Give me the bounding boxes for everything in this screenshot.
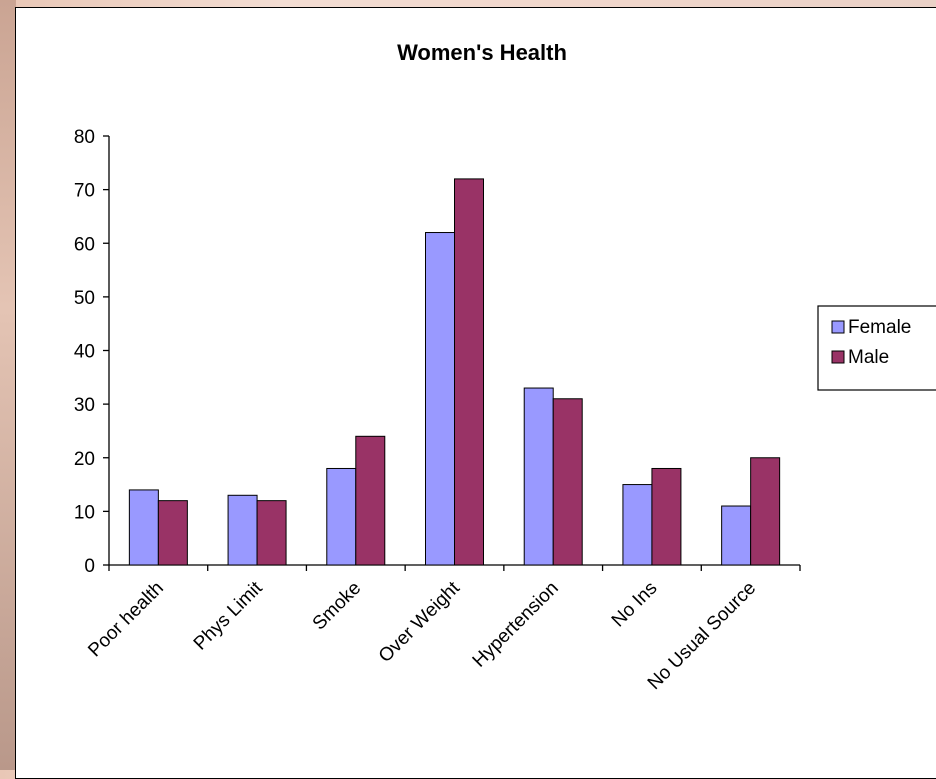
y-tick-label: 70: [74, 181, 95, 202]
y-tick-label: 60: [74, 234, 95, 255]
chart-title: Women's Health: [397, 40, 567, 65]
bar-female-phys-limit: [227, 494, 258, 566]
bar-female-smoke: [326, 467, 357, 566]
bars: [128, 178, 781, 566]
bar-male-phys-limit: [256, 500, 287, 566]
y-tick-label: 0: [84, 556, 95, 577]
x-category-label: Phys Limit: [190, 577, 267, 654]
bar-female-no-ins: [622, 484, 653, 566]
x-category-label: Hypertension: [469, 578, 563, 672]
bar-female-no-usual-source: [721, 505, 752, 566]
bar-male-hypertension: [552, 398, 583, 566]
legend-label-male: Male: [848, 347, 889, 368]
y-tick-label: 80: [74, 127, 95, 148]
y-tick-label: 30: [74, 395, 95, 416]
bar-male-smoke: [355, 435, 386, 566]
bar-female-hypertension: [523, 387, 554, 566]
x-category-label: Poor health: [84, 578, 168, 662]
bar-female-over-weight: [425, 232, 455, 566]
legend-box: [817, 305, 936, 391]
x-category-label: No Usual Source: [644, 578, 760, 694]
bar-male-no-usual-source: [750, 457, 781, 566]
y-tick-label: 40: [74, 342, 95, 363]
bar-male-poor-health: [157, 500, 188, 566]
legend: Female Male: [817, 305, 936, 391]
background-left-edge: [0, 0, 16, 770]
x-category-label: No Ins: [608, 578, 662, 632]
y-tick-label: 10: [74, 502, 95, 523]
bar-male-no-ins: [651, 467, 682, 566]
y-tick-label: 20: [74, 449, 95, 470]
legend-label-female: Female: [848, 317, 911, 338]
x-category-label: Over Weight: [375, 577, 465, 667]
bar-male-over-weight: [454, 178, 484, 566]
bar-female-poor-health: [128, 489, 159, 566]
legend-swatch-female: [831, 320, 845, 334]
legend-swatch-male: [831, 350, 845, 364]
x-category-label: Smoke: [309, 578, 366, 635]
y-tick-label: 50: [74, 288, 95, 309]
